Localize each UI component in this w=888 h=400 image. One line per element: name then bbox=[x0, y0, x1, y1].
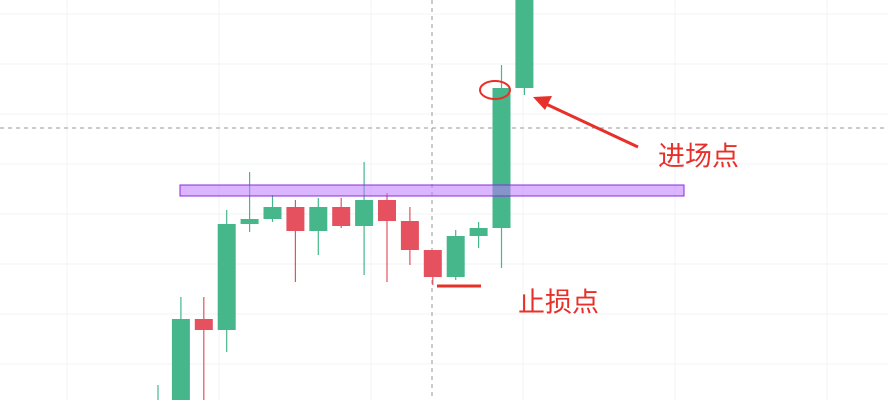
candle-body bbox=[171, 319, 190, 400]
arrow-shaft bbox=[545, 102, 639, 149]
candle-body bbox=[194, 319, 213, 330]
candle-body bbox=[309, 207, 328, 231]
candle-body bbox=[515, 0, 534, 88]
candle-body bbox=[423, 250, 442, 277]
stop-label: 止损点 bbox=[518, 288, 599, 319]
entry-circle bbox=[479, 80, 511, 100]
candle-body bbox=[240, 219, 259, 224]
candle-body bbox=[355, 200, 374, 226]
candle-body bbox=[332, 207, 351, 226]
candle-body bbox=[378, 200, 396, 221]
candle-body bbox=[217, 224, 236, 330]
candles bbox=[157, 0, 534, 400]
candle-body bbox=[469, 228, 488, 236]
candle-body bbox=[492, 88, 511, 228]
candle-body bbox=[400, 221, 419, 250]
entry-label: 进场点 bbox=[658, 142, 739, 173]
candle-body bbox=[263, 207, 282, 219]
resistance-zone bbox=[179, 184, 685, 197]
arrow-head bbox=[533, 96, 552, 110]
candle-body bbox=[446, 236, 465, 277]
candle-body bbox=[286, 207, 305, 231]
